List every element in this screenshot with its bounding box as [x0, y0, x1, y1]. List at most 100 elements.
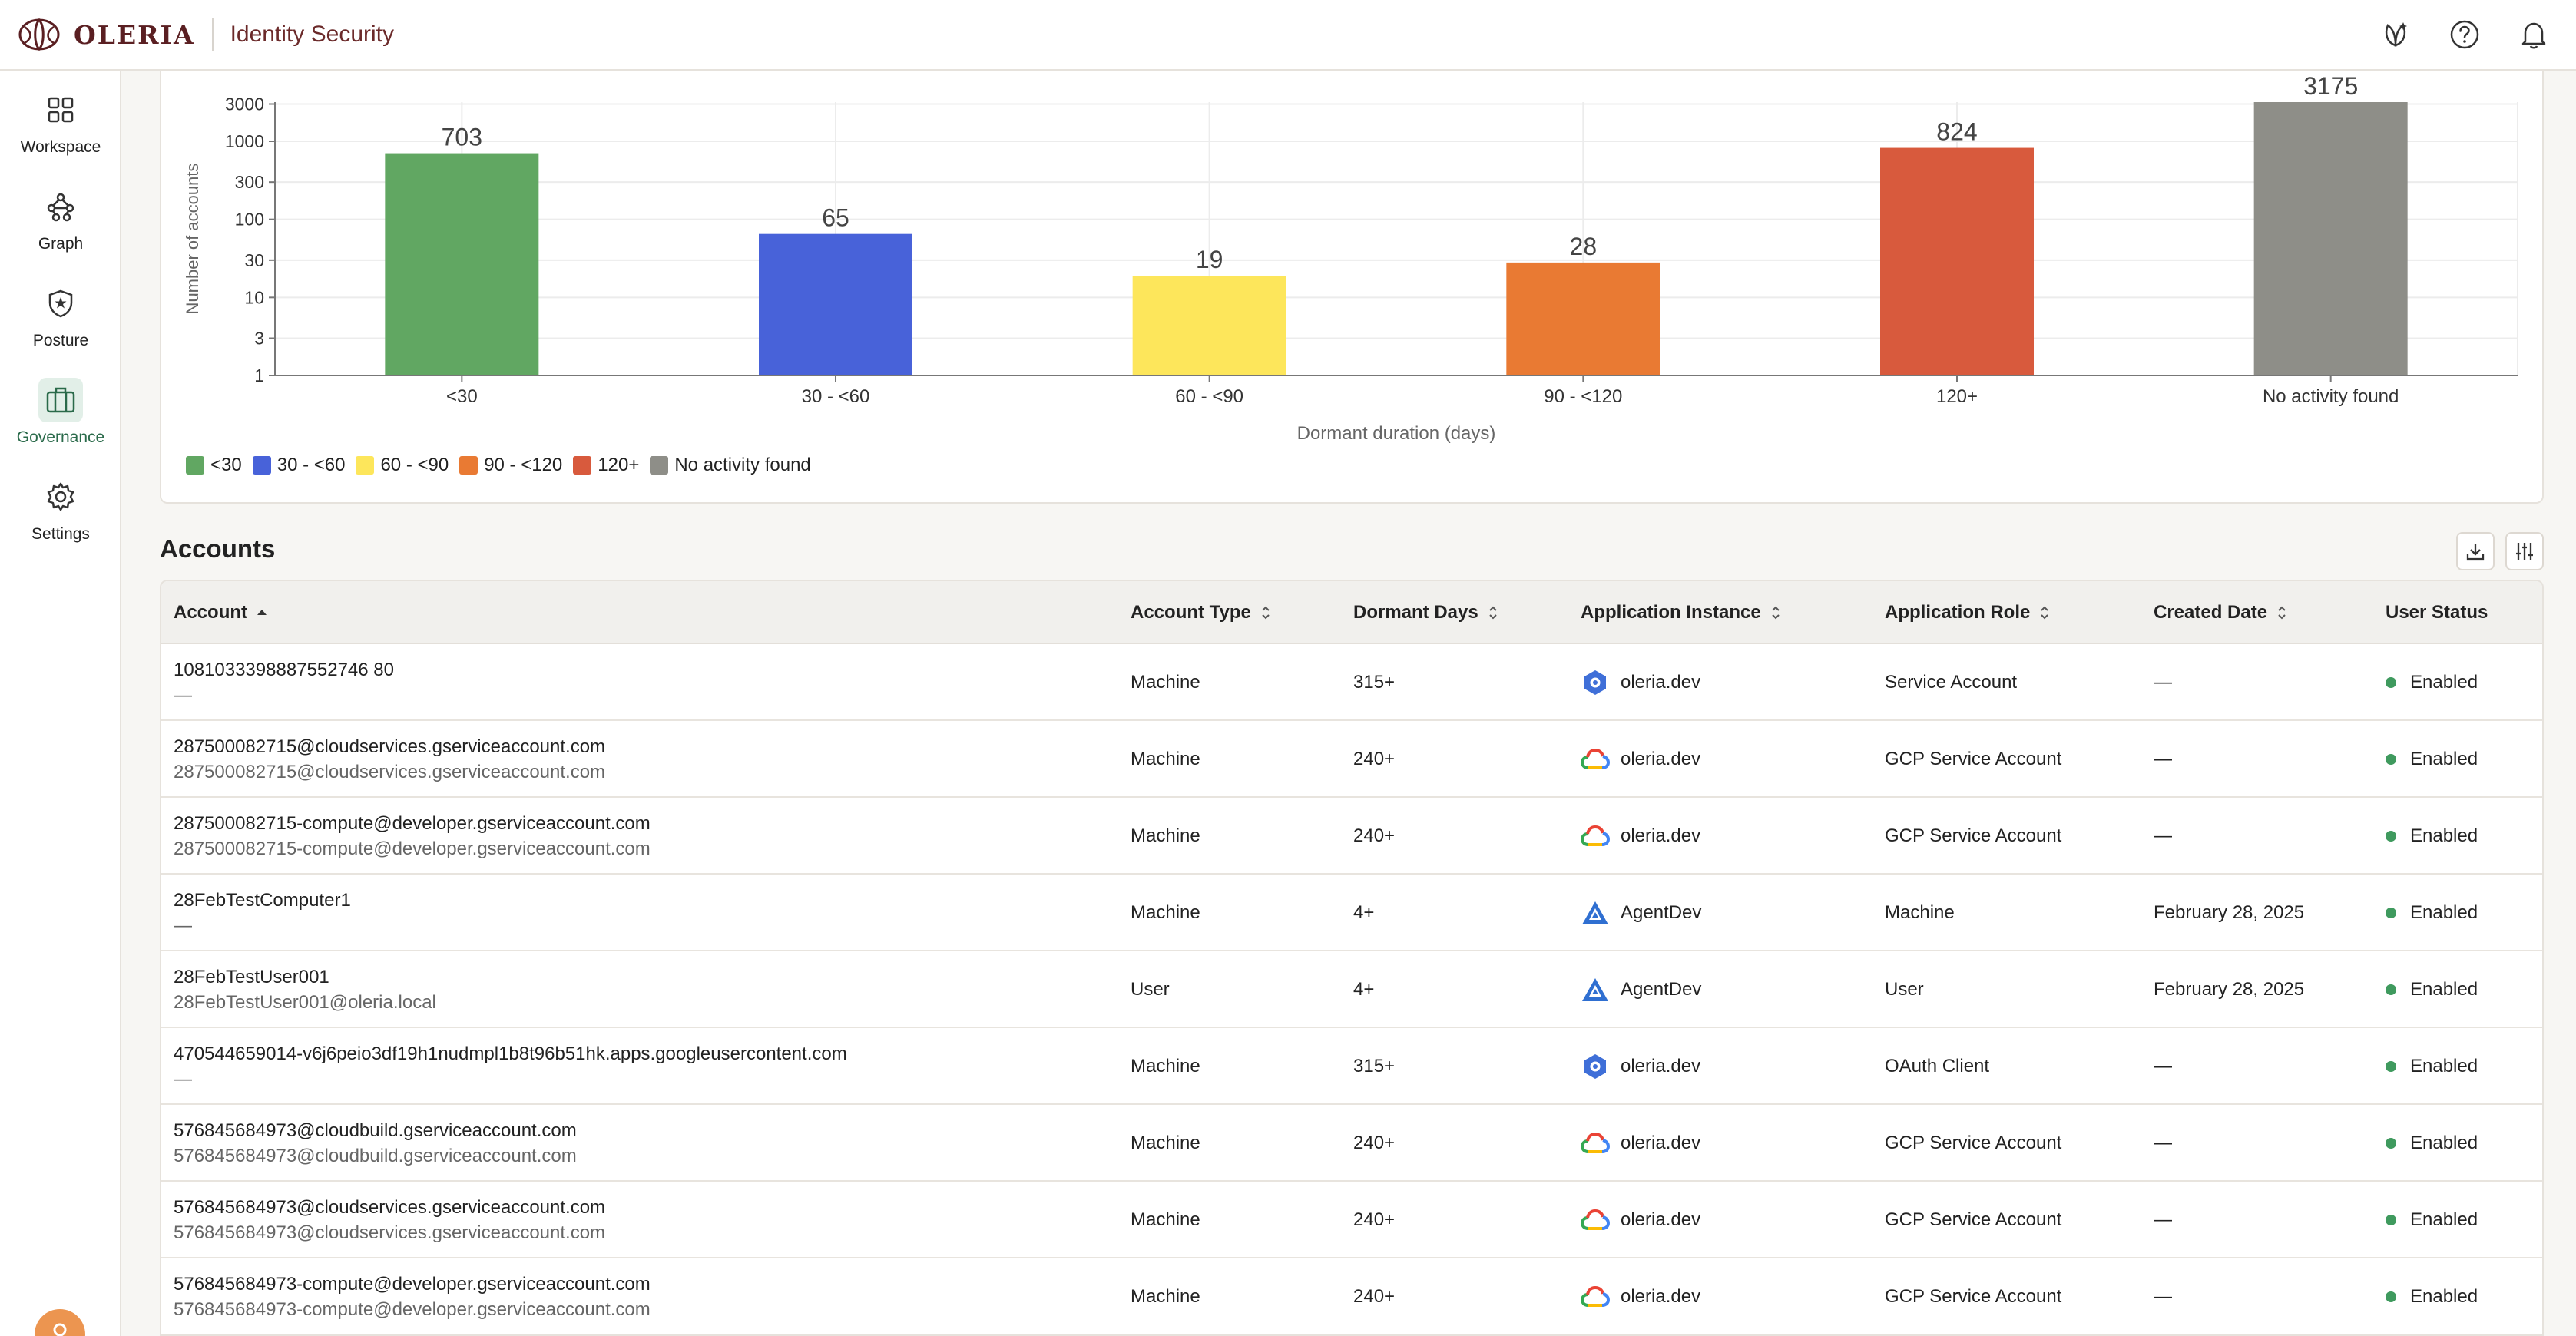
user-status-cell: Enabled — [2386, 875, 2478, 951]
sidebar-item-label: Graph — [38, 235, 84, 253]
sort-icon[interactable] — [1488, 604, 1498, 622]
application-role-cell: Service Account — [1885, 672, 2018, 693]
account-name[interactable]: 287500082715-compute@developer.gservicea… — [174, 813, 651, 834]
application-instance-cell: oleria.dev — [1581, 1028, 1700, 1105]
col-dormant-days-header[interactable]: Dormant Days — [1353, 581, 1498, 644]
table-row[interactable]: 576845684973@cloudbuild.gserviceaccount.… — [161, 1105, 2542, 1182]
sort-icon[interactable] — [2276, 604, 2287, 622]
sidebar-item-workspace[interactable]: Workspace — [0, 88, 121, 172]
account-subtitle: — — [174, 1069, 192, 1090]
account-name[interactable]: 28FebTestUser001 — [174, 967, 329, 987]
account-name[interactable]: 576845684973-compute@developer.gservicea… — [174, 1274, 651, 1295]
application-instance-name: oleria.dev — [1621, 1209, 1701, 1230]
google-cloud-icon — [1581, 825, 1610, 846]
column-settings-button[interactable] — [2505, 532, 2544, 570]
download-button[interactable] — [2456, 532, 2495, 570]
account-type-cell: Machine — [1131, 902, 1200, 923]
legend-item[interactable]: 30 - <60 — [252, 455, 345, 476]
legend-item[interactable]: 120+ — [573, 455, 639, 476]
oleria-logo[interactable]: OLERIA — [14, 15, 195, 54]
bell-icon[interactable] — [2515, 15, 2553, 54]
application-instance-name: oleria.dev — [1621, 825, 1701, 846]
account-type-cell: Machine — [1131, 1286, 1200, 1307]
col-created-date-header[interactable]: Created Date — [2154, 581, 2287, 644]
legend-item[interactable]: No activity found — [650, 455, 811, 476]
google-cloud-icon — [1581, 1209, 1610, 1230]
legend-swatch — [252, 456, 271, 475]
table-row[interactable]: 470544659014-v6j6peio3df19h1nudmpl1b8t96… — [161, 1028, 2542, 1105]
created-date-cell: February 28, 2025 — [2154, 902, 2305, 923]
col-account-type-header[interactable]: Account Type — [1131, 581, 1271, 644]
help-icon[interactable] — [2445, 15, 2484, 54]
application-instance-cell: oleria.dev — [1581, 721, 1700, 798]
x-tick-label: 120+ — [1936, 386, 1978, 407]
application-instance-cell: oleria.dev — [1581, 798, 1700, 875]
account-name[interactable]: 1081033398887552746 80 — [174, 660, 394, 680]
google-cloud-icon — [1581, 748, 1610, 769]
y-tick-label: 10 — [244, 287, 264, 307]
y-tick-label: 1 — [254, 365, 264, 385]
table-row[interactable]: 28FebTestUser001 28FebTestUser001@oleria.… — [161, 951, 2542, 1028]
sidebar-item-graph[interactable]: Graph — [0, 184, 121, 269]
account-name[interactable]: 470544659014-v6j6peio3df19h1nudmpl1b8t96… — [174, 1043, 847, 1064]
account-name[interactable]: 287500082715@cloudservices.gserviceaccou… — [174, 736, 606, 757]
account-name[interactable]: 576845684973@cloudbuild.gserviceaccount.… — [174, 1120, 577, 1141]
legend-swatch — [650, 456, 669, 475]
table-row[interactable]: 287500082715-compute@developer.gservicea… — [161, 798, 2542, 875]
status-label: Enabled — [2410, 1209, 2478, 1230]
account-type-cell: Machine — [1131, 1209, 1200, 1230]
legend-label: No activity found — [674, 455, 811, 475]
application-role-cell: GCP Service Account — [1885, 749, 2062, 769]
chart-bar — [1506, 262, 1660, 375]
legend-item[interactable]: 60 - <90 — [356, 455, 449, 476]
sort-ascending-icon[interactable] — [257, 604, 267, 622]
sidebar-item-posture[interactable]: Posture — [0, 281, 121, 365]
account-cell[interactable]: 287500082715@cloudservices.gserviceaccou… — [174, 721, 605, 798]
application-instance-name: AgentDev — [1621, 902, 1702, 923]
account-cell[interactable]: 287500082715-compute@developer.gservicea… — [174, 798, 651, 875]
y-axis-title: Number of accounts — [183, 164, 202, 315]
dormant-days-cell: 240+ — [1353, 825, 1396, 846]
user-avatar[interactable] — [35, 1309, 85, 1336]
account-cell[interactable]: 576845684973@cloudservices.gserviceaccou… — [174, 1182, 605, 1258]
account-cell[interactable]: 576845684973@cloudbuild.gserviceaccount.… — [174, 1105, 577, 1182]
application-icon — [1581, 668, 1610, 697]
account-cell[interactable]: 470544659014-v6j6peio3df19h1nudmpl1b8t96… — [174, 1028, 847, 1105]
application-instance-cell: oleria.dev — [1581, 1258, 1700, 1334]
y-tick-label: 1000 — [225, 131, 264, 151]
header-divider — [211, 18, 214, 51]
account-cell[interactable]: 28FebTestUser001 28FebTestUser001@oleria.… — [174, 951, 436, 1028]
dormant-days-cell: 315+ — [1353, 672, 1396, 693]
sort-icon[interactable] — [1260, 604, 1271, 622]
sidebar-item-settings[interactable]: Settings — [0, 475, 121, 559]
data-label: 28 — [1570, 233, 1598, 260]
account-name[interactable]: 28FebTestComputer1 — [174, 890, 351, 911]
legend-swatch — [186, 456, 204, 475]
sidebar-item-label: Settings — [31, 525, 90, 543]
legend-item[interactable]: <30 — [186, 455, 242, 476]
ai-assistant-icon[interactable] — [2376, 15, 2415, 54]
table-row[interactable]: 1081033398887552746 80 — Machine 315+ oleria… — [161, 644, 2542, 721]
table-header: Account Account Type Dormant Days Applicati… — [161, 581, 2542, 644]
account-cell[interactable]: 28FebTestComputer1 — — [174, 875, 351, 951]
table-row[interactable]: 287500082715@cloudservices.gserviceaccou… — [161, 721, 2542, 798]
col-account-header[interactable]: Account — [174, 581, 267, 644]
sidebar-item-governance[interactable]: Governance — [0, 378, 121, 462]
account-cell[interactable]: 576845684973-compute@developer.gservicea… — [174, 1258, 651, 1334]
col-application-role-header[interactable]: Application Role — [1885, 581, 2050, 644]
col-user-status-header[interactable]: User Status — [2386, 581, 2488, 644]
legend-label: <30 — [210, 455, 242, 475]
account-cell[interactable]: 1081033398887552746 80 — — [174, 644, 394, 721]
posture-shield-icon — [38, 281, 83, 326]
table-row[interactable]: 28FebTestComputer1 — Machine 4+ AgentDev Mach… — [161, 875, 2542, 951]
account-subtitle: — — [174, 915, 192, 936]
user-status-cell: Enabled — [2386, 644, 2478, 721]
table-row[interactable]: 576845684973@cloudservices.gserviceaccou… — [161, 1182, 2542, 1258]
status-dot-icon — [2386, 677, 2396, 688]
account-name[interactable]: 576845684973@cloudservices.gserviceaccou… — [174, 1197, 606, 1218]
legend-item[interactable]: 90 - <120 — [459, 455, 562, 476]
sort-icon[interactable] — [2039, 604, 2050, 622]
sort-icon[interactable] — [1770, 604, 1781, 622]
col-application-instance-header[interactable]: Application Instance — [1581, 581, 1781, 644]
table-row[interactable]: 576845684973-compute@developer.gservicea… — [161, 1258, 2542, 1334]
